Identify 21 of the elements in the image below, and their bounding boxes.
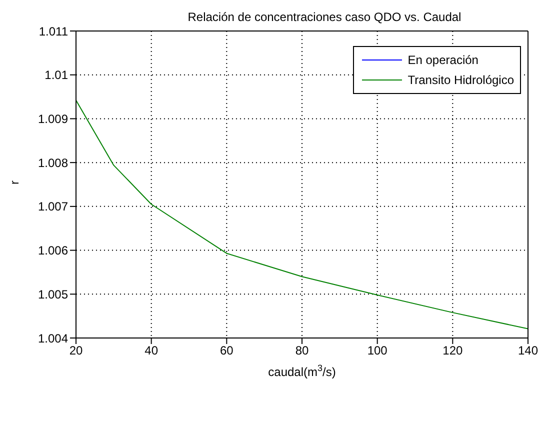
x-tick-label: 80	[295, 344, 309, 358]
y-tick-label: 1.011	[38, 24, 68, 38]
x-tick-label: 120	[442, 344, 463, 358]
x-axis-title: caudal(m$^{3}$/s)	[268, 363, 336, 379]
y-tick-label: 1.01	[44, 68, 68, 82]
y-tick-label: 1.009	[38, 112, 68, 126]
chart-title: Relación de concentraciones caso QDO vs. Caudal	[186, 10, 462, 24]
x-tick-label: 40	[144, 344, 158, 358]
line-series	[76, 100, 528, 330]
legend-label: Transito Hidrológico	[408, 73, 514, 87]
x-tick-label: 140	[518, 344, 538, 358]
x-tick-label: 60	[220, 344, 234, 358]
x-tick-label: 100	[367, 344, 388, 358]
y-tick-label: 1.006	[38, 244, 68, 258]
y-tick-label: 1.005	[38, 287, 68, 302]
legend-label: En operación	[408, 53, 478, 67]
x-tick-label: 20	[69, 344, 83, 358]
y-tick-label: 1.007	[38, 200, 68, 214]
y-axis-title: r	[7, 180, 22, 184]
y-tick-label: 1.004	[38, 331, 68, 346]
y-tick-label: 1.008	[38, 156, 68, 170]
